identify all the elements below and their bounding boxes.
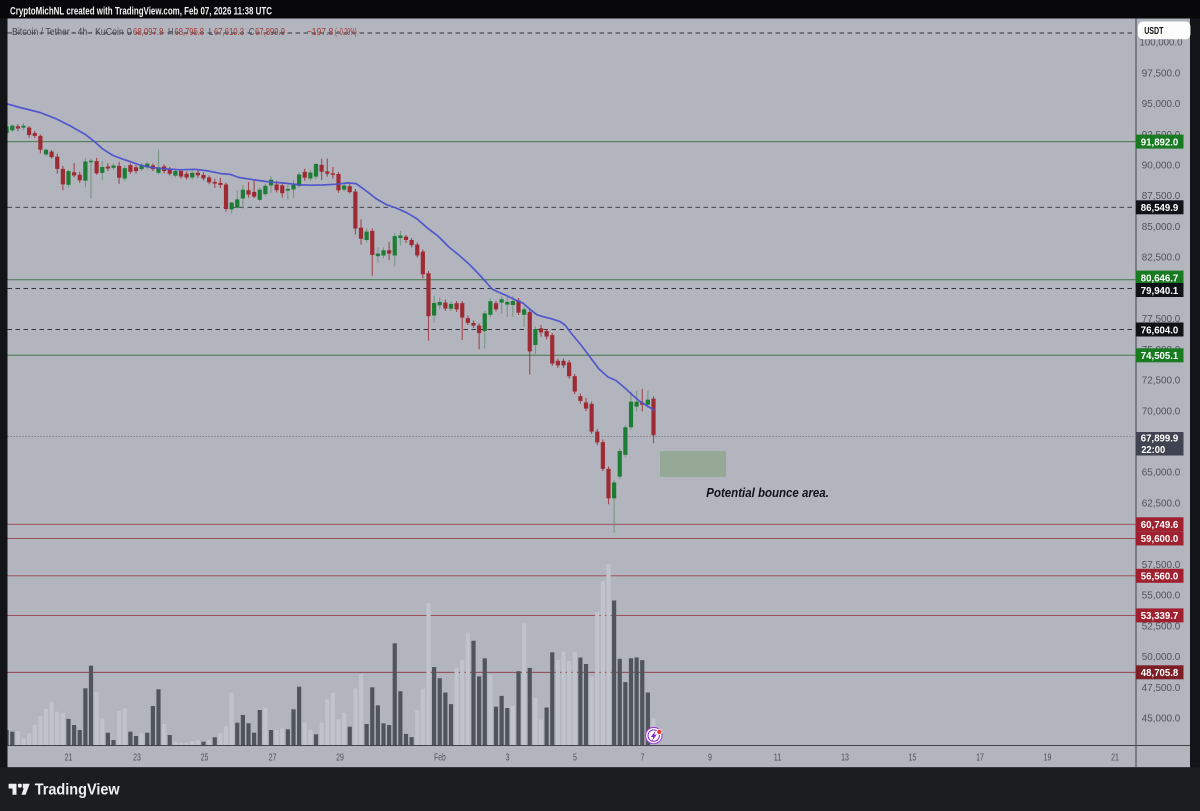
svg-text:Potential bounce area.: Potential bounce area. (706, 486, 829, 500)
svg-text:62,500.0: 62,500.0 (1142, 498, 1181, 510)
svg-text:67,610.3: 67,610.3 (214, 27, 244, 38)
svg-text:53,339.7: 53,339.7 (1141, 610, 1179, 622)
svg-text:15: 15 (909, 752, 917, 764)
svg-text:Feb: Feb (434, 752, 446, 764)
svg-text:19: 19 (1044, 752, 1052, 764)
svg-text:52,500.0: 52,500.0 (1142, 620, 1181, 632)
svg-text:48,705.8: 48,705.8 (1141, 667, 1179, 679)
svg-text:21: 21 (1111, 752, 1119, 764)
svg-text:79,940.1: 79,940.1 (1141, 285, 1179, 297)
svg-text:L: L (209, 27, 214, 38)
svg-text:23: 23 (133, 752, 141, 764)
svg-text:55,000.0: 55,000.0 (1142, 590, 1181, 602)
svg-text:91,892.0: 91,892.0 (1141, 136, 1179, 148)
svg-text:70,000.0: 70,000.0 (1142, 405, 1181, 417)
svg-text:77,500.0: 77,500.0 (1142, 313, 1181, 325)
svg-text:95,000.0: 95,000.0 (1142, 98, 1181, 110)
svg-text:CryptoMichNL created with Trad: CryptoMichNL created with TradingView.co… (10, 6, 272, 18)
svg-text:57,500.0: 57,500.0 (1142, 559, 1181, 571)
svg-text:50,000.0: 50,000.0 (1142, 651, 1181, 663)
svg-text:7: 7 (641, 752, 645, 764)
svg-text:47,500.0: 47,500.0 (1142, 682, 1181, 694)
svg-text:56,560.0: 56,560.0 (1141, 571, 1179, 583)
svg-text:87,500.0: 87,500.0 (1142, 190, 1181, 202)
svg-text:Bitcoin / Tether · 4h · KuCoin: Bitcoin / Tether · 4h · KuCoin (12, 27, 124, 38)
svg-text:100,000.0: 100,000.0 (1140, 37, 1183, 49)
svg-text:97,500.0: 97,500.0 (1142, 67, 1181, 79)
svg-text:45,000.0: 45,000.0 (1142, 713, 1181, 725)
svg-text:(−0.29%): (−0.29%) (335, 27, 357, 38)
svg-text:22:00: 22:00 (1141, 444, 1165, 456)
svg-text:72,500.0: 72,500.0 (1142, 375, 1181, 387)
svg-text:85,000.0: 85,000.0 (1142, 221, 1181, 233)
svg-text:27: 27 (269, 752, 277, 764)
svg-text:17: 17 (976, 752, 984, 764)
svg-text:74,505.1: 74,505.1 (1141, 350, 1179, 362)
svg-text:3: 3 (506, 752, 510, 764)
svg-text:25: 25 (201, 752, 209, 764)
svg-text:86,549.9: 86,549.9 (1141, 202, 1179, 214)
svg-text:60,749.6: 60,749.6 (1141, 519, 1179, 531)
svg-text:80,646.7: 80,646.7 (1141, 272, 1179, 284)
svg-text:5: 5 (573, 752, 577, 764)
svg-text:−197.8: −197.8 (307, 27, 334, 38)
svg-text:USDT: USDT (1144, 25, 1164, 37)
svg-text:59,600.0: 59,600.0 (1141, 533, 1179, 545)
svg-text:67,899.9: 67,899.9 (255, 27, 285, 38)
svg-text:TradingView: TradingView (35, 782, 121, 799)
svg-text:H: H (168, 27, 174, 38)
svg-text:O: O (127, 27, 132, 38)
svg-text:68,097.8: 68,097.8 (133, 27, 164, 38)
svg-text:90,000.0: 90,000.0 (1142, 160, 1181, 172)
svg-text:76,604.0: 76,604.0 (1141, 324, 1179, 336)
svg-text:29: 29 (336, 752, 344, 764)
svg-text:C: C (249, 27, 255, 38)
svg-text:13: 13 (841, 752, 849, 764)
svg-text:82,500.0: 82,500.0 (1142, 252, 1181, 264)
svg-text:65,000.0: 65,000.0 (1142, 467, 1181, 479)
svg-text:68,795.8: 68,795.8 (175, 27, 205, 38)
svg-text:11: 11 (774, 752, 782, 764)
svg-text:21: 21 (65, 752, 73, 764)
svg-text:67,899.9: 67,899.9 (1141, 433, 1179, 445)
svg-text:9: 9 (708, 752, 712, 764)
